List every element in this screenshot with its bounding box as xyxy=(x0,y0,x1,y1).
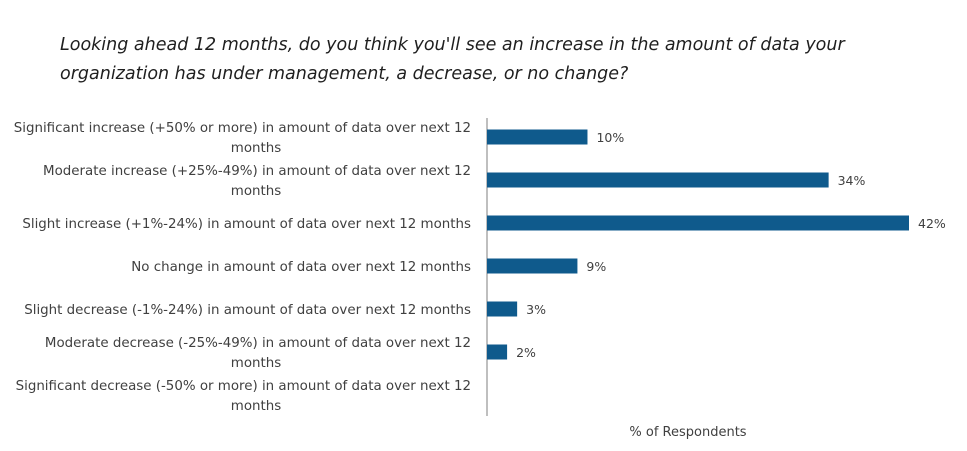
category-label: Moderate increase (+25%-49%) in amount o… xyxy=(43,164,471,199)
bar xyxy=(487,258,578,274)
category-label: Significant increase (+50% or more) in a… xyxy=(14,121,471,156)
category-label-line: months xyxy=(231,141,281,156)
bar xyxy=(487,215,909,231)
value-label: 9% xyxy=(586,259,606,274)
category-label-line: Moderate increase (+25%-49%) in amount o… xyxy=(43,164,471,179)
value-label: 3% xyxy=(526,302,546,317)
bar xyxy=(487,129,588,145)
bar xyxy=(487,301,518,317)
category-label-line: Significant increase (+50% or more) in a… xyxy=(14,121,471,136)
category-label: Significant decrease (-50% or more) in a… xyxy=(16,379,471,414)
category-label-line: months xyxy=(231,184,281,199)
bars xyxy=(487,129,909,360)
category-label-line: Significant decrease (-50% or more) in a… xyxy=(16,379,471,394)
category-label-line: Slight decrease (-1%-24%) in amount of d… xyxy=(24,303,471,318)
category-label: Slight decrease (-1%-24%) in amount of d… xyxy=(24,303,471,318)
category-label: Moderate decrease (-25%-49%) in amount o… xyxy=(45,336,471,371)
x-axis-title: % of Respondents xyxy=(629,425,746,440)
value-label: 42% xyxy=(918,216,946,231)
bar xyxy=(487,344,508,360)
category-labels: Significant increase (+50% or more) in a… xyxy=(14,121,471,414)
category-label-line: No change in amount of data over next 12… xyxy=(131,260,471,275)
category-label-line: months xyxy=(231,399,281,414)
value-label: 10% xyxy=(596,130,624,145)
category-label-line: Moderate decrease (-25%-49%) in amount o… xyxy=(45,336,471,351)
chart-title: Looking ahead 12 months, do you think yo… xyxy=(60,35,845,84)
category-label-line: Slight increase (+1%-24%) in amount of d… xyxy=(22,217,471,232)
bar xyxy=(487,172,829,188)
value-labels: 10% 34% 42% 9% 3% 2% xyxy=(516,130,946,360)
category-label-line: months xyxy=(231,356,281,371)
category-label: Slight increase (+1%-24%) in amount of d… xyxy=(22,217,471,232)
category-label: No change in amount of data over next 12… xyxy=(131,260,471,275)
value-label: 34% xyxy=(838,173,866,188)
value-label: 2% xyxy=(516,345,536,360)
